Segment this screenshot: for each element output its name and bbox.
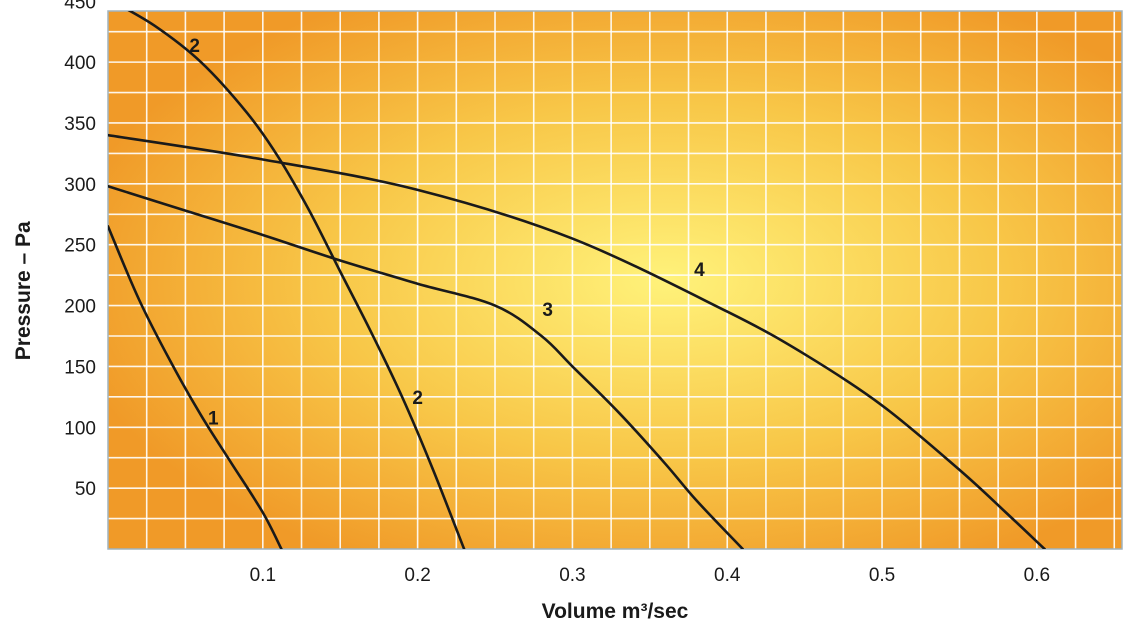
series-curves bbox=[108, 11, 1046, 549]
plot-border bbox=[107, 10, 1123, 550]
y-axis-title: Pressure – Pa bbox=[12, 221, 35, 360]
series-label-4: 4 bbox=[694, 260, 705, 281]
grid bbox=[108, 11, 1122, 549]
series-label-3: 3 bbox=[542, 300, 553, 321]
series-line-3 bbox=[108, 185, 744, 549]
series-label-2: 2 bbox=[189, 36, 200, 57]
series-labels: 1 2 2 3 4 bbox=[189, 36, 705, 429]
x-tick-label: 0.3 bbox=[559, 565, 585, 586]
x-axis-ticks: 0.1 0.2 0.3 0.4 0.5 0.6 bbox=[250, 565, 1050, 586]
y-axis-ticks: 50 100 150 200 250 300 350 400 450 bbox=[64, 0, 96, 500]
series-line-1 bbox=[108, 225, 283, 549]
x-tick-label: 0.1 bbox=[250, 565, 276, 586]
y-tick-label: 300 bbox=[64, 175, 96, 196]
x-tick-label: 0.2 bbox=[404, 565, 430, 586]
x-tick-label: 0.5 bbox=[869, 565, 895, 586]
x-tick-label: 0.4 bbox=[714, 565, 741, 586]
series-line-4 bbox=[108, 133, 1046, 549]
y-tick-label: 200 bbox=[64, 297, 96, 318]
y-tick-label: 350 bbox=[64, 114, 96, 135]
y-tick-label: 400 bbox=[64, 53, 96, 74]
series-line-2 bbox=[127, 11, 466, 549]
y-tick-label: 50 bbox=[75, 479, 96, 500]
y-tick-label: 250 bbox=[64, 236, 96, 257]
x-tick-label: 0.6 bbox=[1024, 565, 1050, 586]
x-axis-title: Volume m³/sec bbox=[542, 600, 689, 623]
y-tick-label: 150 bbox=[64, 357, 96, 378]
plot-area bbox=[108, 11, 1122, 549]
y-tick-label: 100 bbox=[64, 418, 96, 439]
y-tick-label: 450 bbox=[64, 0, 96, 13]
series-label-2: 2 bbox=[412, 388, 423, 409]
series-label-1: 1 bbox=[208, 409, 219, 430]
